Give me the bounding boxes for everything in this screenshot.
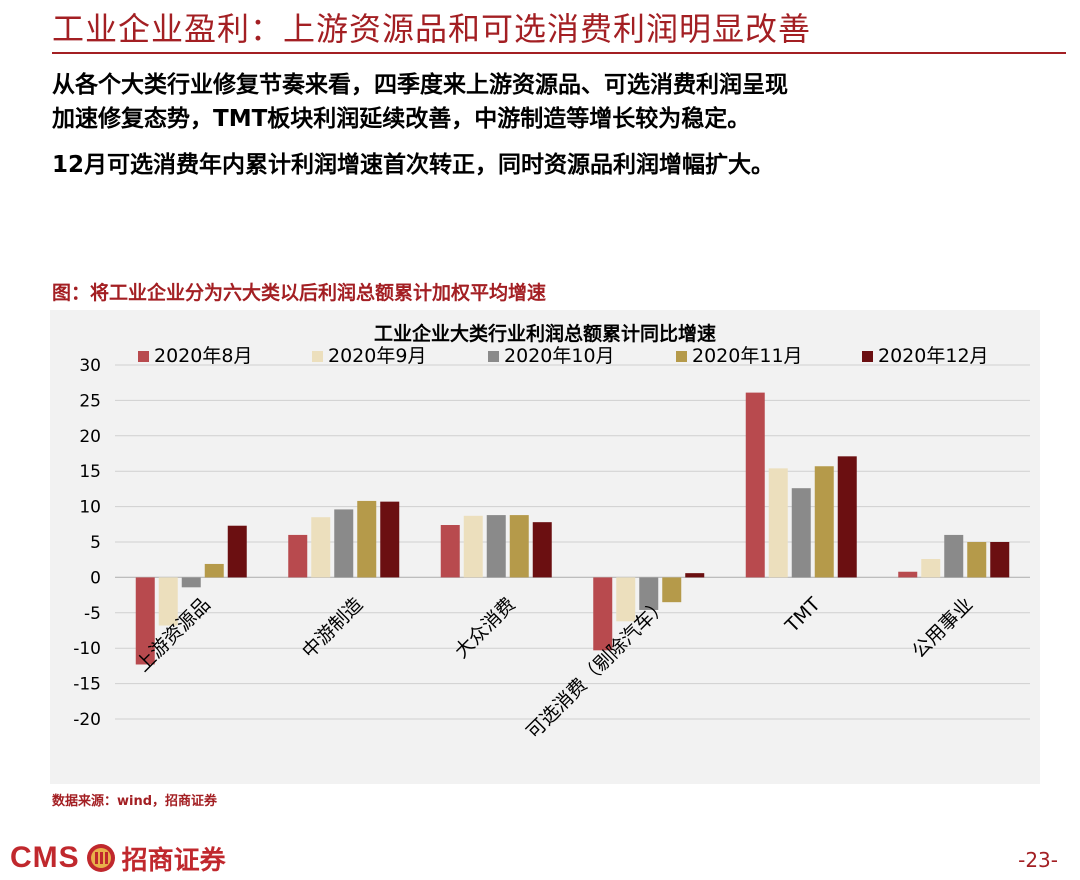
chart-panel: 工业企业大类行业利润总额累计同比增速 30 25 20 15 10 5 0 -5 -10 -15 -2… <box>50 310 1040 784</box>
y-tick-label: -15 <box>73 675 101 695</box>
x-tick-label: TMT <box>781 593 826 638</box>
bar <box>593 577 613 651</box>
legend-label: 2020年12月 <box>878 345 989 367</box>
x-tick-label: 公用事业 <box>908 593 977 662</box>
legend-swatch <box>862 351 873 362</box>
data-source: 数据来源：wind，招商证券 <box>52 794 218 809</box>
logo-text: CMS <box>10 841 80 874</box>
bar <box>745 392 765 578</box>
legend-label: 2020年8月 <box>154 345 252 367</box>
bar <box>990 542 1010 578</box>
bar-chart: 工业企业大类行业利润总额累计同比增速 30 25 20 15 10 5 0 -5 -10 -15 -2… <box>73 322 1030 743</box>
x-tick-label: 中游制造 <box>298 593 367 662</box>
summary-line-1: 从各个大类行业修复节奏来看，四季度来上游资源品、可选消费利润呈现 <box>52 72 788 98</box>
bar <box>509 515 529 578</box>
page-title: 工业企业盈利：上游资源品和可选消费利润明显改善 <box>52 10 812 48</box>
bar <box>532 522 552 578</box>
bar <box>440 525 460 578</box>
legend-label: 2020年10月 <box>504 345 615 367</box>
legend-label: 2020年11月 <box>692 345 803 367</box>
legend-swatch <box>138 351 149 362</box>
bar <box>639 577 659 610</box>
bar <box>357 500 377 578</box>
bar <box>814 466 834 578</box>
logo-emblem-icon <box>86 844 115 872</box>
bar <box>227 525 247 578</box>
bar <box>662 577 682 603</box>
y-tick-label: -5 <box>84 604 101 624</box>
bar <box>288 534 308 578</box>
page-number: -23- <box>1018 848 1058 872</box>
bar <box>898 571 918 578</box>
summary-line-3: 12月可选消费年内累计利润增速首次转正，同时资源品利润增幅扩大。 <box>52 152 775 178</box>
x-tick-label: 大众消费 <box>450 593 519 662</box>
y-tick-label: -20 <box>73 710 101 730</box>
figure-caption: 图：将工业企业分为六大类以后利润总额累计加权平均增速 <box>52 282 547 304</box>
y-tick-label: 25 <box>79 391 101 411</box>
bar <box>135 577 155 665</box>
bar <box>685 573 705 578</box>
y-tick-label: 30 <box>79 356 101 376</box>
legend-swatch <box>312 351 323 362</box>
bar <box>334 509 354 578</box>
y-tick-label: 10 <box>79 498 101 518</box>
legend-label: 2020年9月 <box>328 345 426 367</box>
legend-swatch <box>676 351 687 362</box>
bar <box>204 563 224 578</box>
title-divider <box>52 52 1066 54</box>
bar <box>311 517 331 578</box>
y-tick-label: 5 <box>90 533 101 553</box>
logo-company-name: 招商证券 <box>121 845 226 876</box>
bar <box>791 488 811 578</box>
company-logo: CMS 招商证券 <box>10 838 226 878</box>
y-tick-label: 20 <box>79 427 101 447</box>
bar <box>158 577 178 626</box>
y-tick-label: 0 <box>90 568 101 588</box>
summary-line-2: 加速修复态势，TMT板块利润延续改善，中游制造等增长较为稳定。 <box>52 106 751 132</box>
bar <box>463 515 483 578</box>
y-tick-label: -10 <box>73 639 101 659</box>
bar <box>768 468 788 578</box>
bar <box>486 515 506 578</box>
y-tick-label: 15 <box>79 462 101 482</box>
bar <box>967 542 987 578</box>
bar <box>380 501 400 578</box>
bar <box>181 577 201 588</box>
chart-title: 工业企业大类行业利润总额累计同比增速 <box>374 322 716 345</box>
bar <box>616 577 636 622</box>
bar <box>944 534 964 578</box>
legend-swatch <box>488 351 499 362</box>
bar <box>837 456 857 578</box>
bar <box>921 558 941 578</box>
